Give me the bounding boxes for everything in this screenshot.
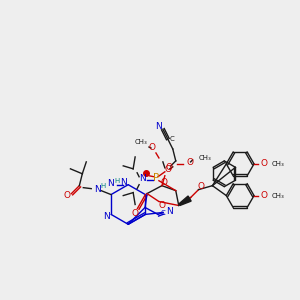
Text: O: O <box>197 182 204 191</box>
Text: H: H <box>115 178 120 184</box>
Text: N: N <box>166 207 172 216</box>
Text: C: C <box>169 136 174 142</box>
Text: CH₃: CH₃ <box>272 193 285 199</box>
Text: O: O <box>164 165 171 174</box>
Text: O: O <box>158 201 165 210</box>
Text: CH₃: CH₃ <box>272 161 285 167</box>
Text: C: C <box>160 210 165 216</box>
Text: N: N <box>120 178 127 187</box>
Text: CH₃: CH₃ <box>134 139 147 145</box>
Text: CH₃: CH₃ <box>199 155 211 161</box>
Text: O: O <box>260 159 267 168</box>
Polygon shape <box>179 196 191 205</box>
Text: N: N <box>139 174 145 183</box>
Text: N: N <box>155 122 162 131</box>
Text: P: P <box>153 173 159 183</box>
Text: O: O <box>132 209 139 218</box>
Text: N: N <box>103 212 110 221</box>
Text: H: H <box>100 183 106 189</box>
Text: N: N <box>107 179 114 188</box>
Text: O: O <box>260 191 267 200</box>
Text: N: N <box>94 185 101 194</box>
Text: O: O <box>165 163 172 172</box>
Text: O: O <box>148 142 155 152</box>
Text: O: O <box>64 191 71 200</box>
Text: O: O <box>160 178 167 187</box>
Text: O: O <box>186 158 193 167</box>
